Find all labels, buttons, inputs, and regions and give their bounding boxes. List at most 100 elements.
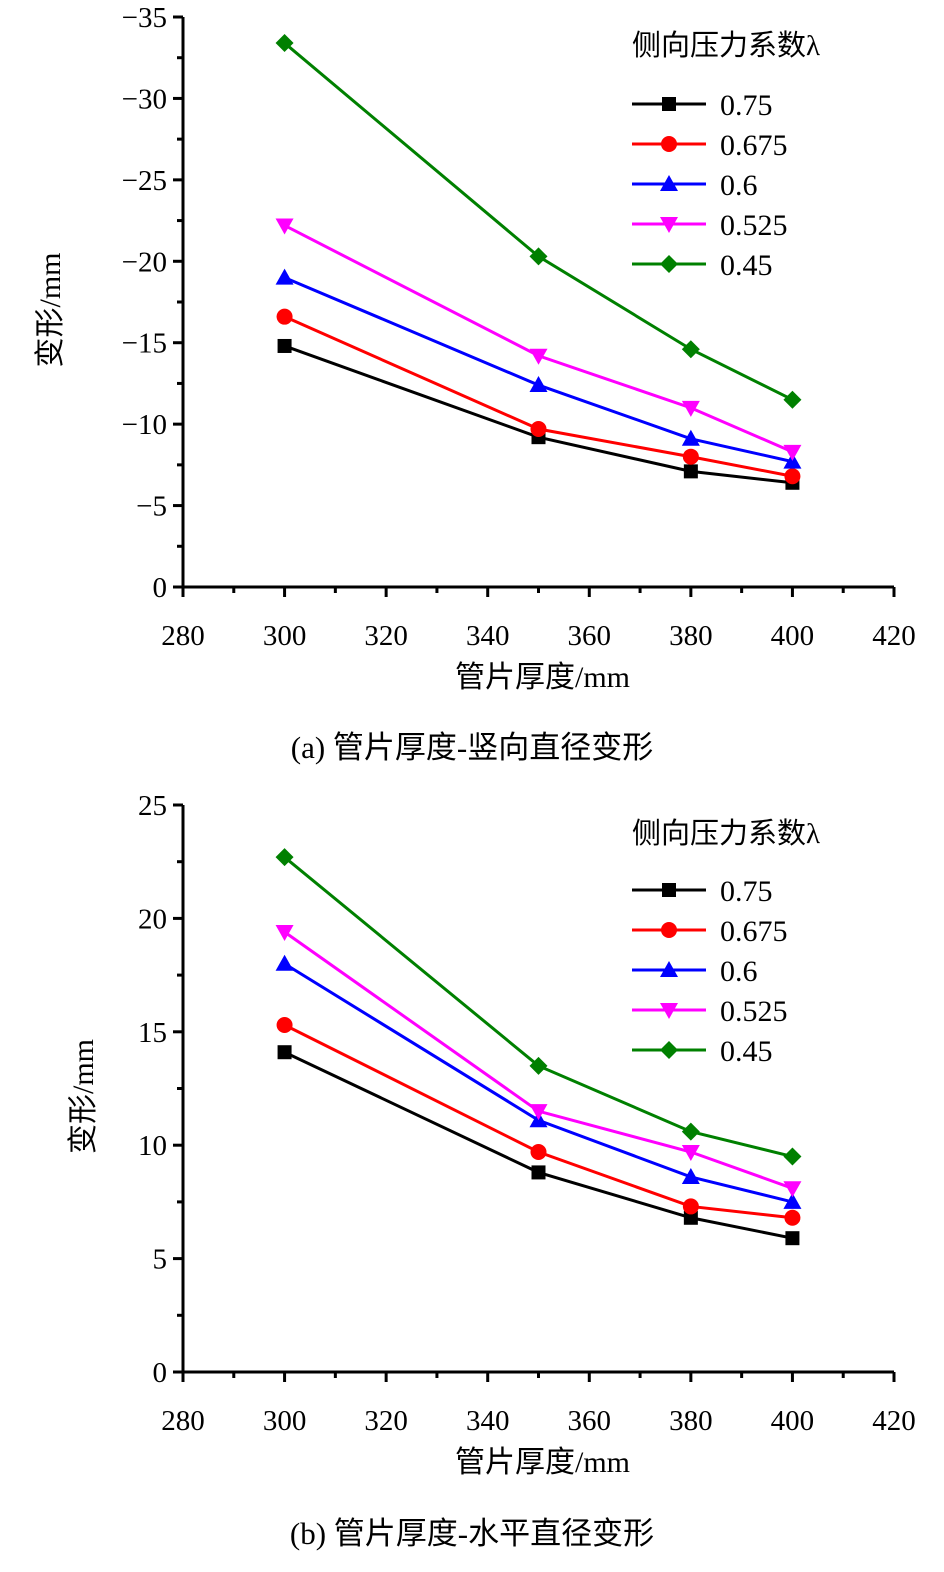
y-tick-label: 15 xyxy=(138,1017,167,1049)
legend-marker-0.525 xyxy=(660,217,678,233)
legend-label-0.6: 0.6 xyxy=(720,955,758,988)
data-point-0.675-400 xyxy=(784,468,801,485)
x-tick-label: 400 xyxy=(771,620,815,652)
data-point-0.675-300 xyxy=(276,1016,293,1033)
chart-a-vertical-diameter: 0 −5 −10 −15 −20 −25 −30 −35 280 300 320 340 360 380 4… xyxy=(34,2,916,694)
data-point-0.525-300 xyxy=(275,925,294,942)
chart-b-horizontal-diameter: 0 5 10 15 20 25 280 300 320 340 360 380 400 420 管片厚度/m… xyxy=(67,790,916,1479)
series-line-0.675 xyxy=(283,1023,793,1220)
data-point-0.675-350 xyxy=(530,421,547,438)
data-point-0.6-380 xyxy=(681,1167,700,1184)
y-tick-label: 5 xyxy=(153,1244,168,1276)
data-point-0.525-400 xyxy=(783,1181,802,1198)
series-line-0.45 xyxy=(283,41,794,402)
data-point-0.75-350 xyxy=(531,1165,546,1180)
series-line-0.525 xyxy=(283,224,794,454)
data-point-0.525-350 xyxy=(529,348,548,365)
x-tick-label: 300 xyxy=(263,620,307,652)
data-point-0.525-400 xyxy=(783,444,802,461)
legend-marker-0.75 xyxy=(662,97,676,111)
legend-marker-0.6 xyxy=(660,961,678,977)
x-tick-label: 360 xyxy=(568,620,612,652)
data-point-0.675-350 xyxy=(530,1144,547,1161)
series-line-0.675 xyxy=(283,315,793,478)
x-tick-label: 280 xyxy=(161,620,205,652)
legend-title: 侧向压力系数λ xyxy=(632,817,820,850)
legend-label-0.525: 0.525 xyxy=(720,209,788,242)
x-tick-label: 340 xyxy=(466,1405,510,1437)
y-axis-label: 变形/mm xyxy=(34,252,67,367)
caption-b: (b) 管片厚度-水平直径变形 xyxy=(289,1516,655,1551)
data-point-0.525-350 xyxy=(529,1104,548,1121)
caption-a: (a) 管片厚度-竖向直径变形 xyxy=(290,730,654,765)
data-point-0.75-300 xyxy=(277,338,292,353)
data-point-0.45-350 xyxy=(529,1056,548,1075)
legend-label-0.525: 0.525 xyxy=(720,995,788,1028)
y-tick-label: −25 xyxy=(122,165,167,197)
x-axis-label: 管片厚度/mm xyxy=(455,1446,630,1479)
x-tick-label: 380 xyxy=(669,1405,713,1437)
legend-label-0.45: 0.45 xyxy=(720,1035,773,1068)
y-tick-label: 0 xyxy=(153,1357,168,1389)
series-line-0.6 xyxy=(283,962,793,1204)
y-tick-label: 10 xyxy=(138,1130,167,1162)
legend-label-0.675: 0.675 xyxy=(720,129,788,162)
series-line-0.6 xyxy=(283,276,793,464)
data-point-0.675-380 xyxy=(682,1198,699,1215)
y-tick-label: 20 xyxy=(138,903,167,935)
data-point-0.45-400 xyxy=(783,390,802,409)
data-point-0.675-380 xyxy=(682,448,699,465)
y-tick-label: 25 xyxy=(138,790,167,822)
data-point-0.45-300 xyxy=(275,34,294,53)
x-tick-label: 360 xyxy=(568,1405,612,1437)
data-point-0.6-300 xyxy=(275,268,294,285)
legend-label-0.6: 0.6 xyxy=(720,169,758,202)
y-tick-label: −30 xyxy=(122,83,167,115)
y-tick-label: −10 xyxy=(122,409,167,441)
x-tick-label: 340 xyxy=(466,620,510,652)
data-point-0.45-380 xyxy=(681,1122,700,1141)
data-point-0.6-400 xyxy=(783,1192,802,1209)
data-point-0.675-400 xyxy=(784,1209,801,1226)
legend-marker-0.45 xyxy=(660,1041,678,1059)
data-point-0.75-300 xyxy=(277,1045,292,1060)
x-tick-label: 400 xyxy=(771,1405,815,1437)
x-tick-label: 420 xyxy=(872,620,916,652)
series-line-0.525 xyxy=(283,930,793,1190)
data-point-0.6-380 xyxy=(681,429,700,446)
data-point-0.6-300 xyxy=(275,954,294,971)
legend-label-0.675: 0.675 xyxy=(720,915,788,948)
x-tick-label: 320 xyxy=(364,1405,408,1437)
y-tick-label: −20 xyxy=(122,246,167,278)
y-tick-label: −15 xyxy=(122,328,167,360)
data-point-0.525-300 xyxy=(275,218,294,235)
x-tick-label: 300 xyxy=(263,1405,307,1437)
legend-title: 侧向压力系数λ xyxy=(632,29,820,62)
legend-marker-0.675 xyxy=(661,136,677,152)
y-tick-label: 0 xyxy=(153,572,168,604)
x-tick-label: 420 xyxy=(872,1405,916,1437)
x-tick-label: 320 xyxy=(364,620,408,652)
x-tick-label: 380 xyxy=(669,620,713,652)
legend-marker-0.525 xyxy=(660,1003,678,1019)
x-axis-label: 管片厚度/mm xyxy=(455,661,630,694)
legend-marker-0.75 xyxy=(662,883,676,897)
y-axis-label: 变形/mm xyxy=(67,1039,100,1154)
legend-label-0.45: 0.45 xyxy=(720,249,773,282)
data-point-0.75-400 xyxy=(785,1231,800,1246)
legend-label-0.75: 0.75 xyxy=(720,89,773,122)
x-tick-label: 280 xyxy=(161,1405,205,1437)
legend-label-0.75: 0.75 xyxy=(720,875,773,908)
data-point-0.45-380 xyxy=(681,340,700,359)
data-point-0.45-350 xyxy=(529,247,548,266)
y-tick-label: −35 xyxy=(122,2,167,34)
data-point-0.525-380 xyxy=(681,1145,700,1162)
data-point-0.675-300 xyxy=(276,308,293,325)
legend-marker-0.6 xyxy=(660,175,678,191)
series-line-0.75 xyxy=(284,344,793,485)
data-point-0.45-400 xyxy=(783,1147,802,1166)
y-tick-label: −5 xyxy=(136,491,167,523)
legend-marker-0.675 xyxy=(661,922,677,938)
data-point-0.75-380 xyxy=(683,1210,698,1225)
